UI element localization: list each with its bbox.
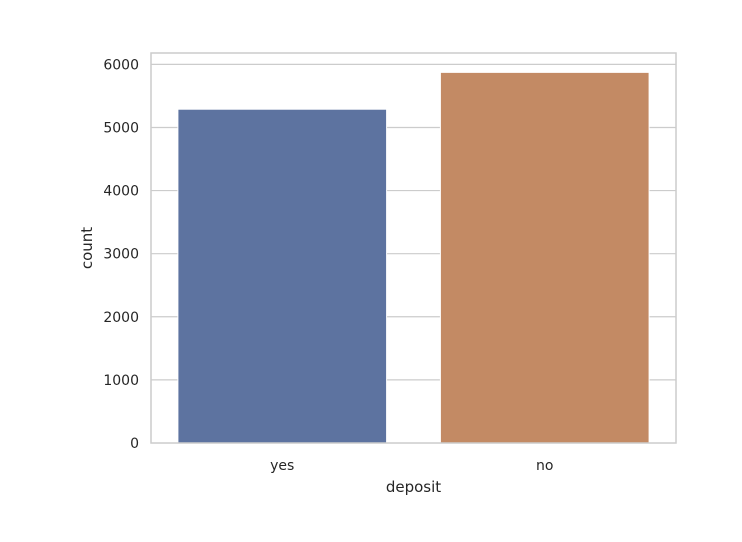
plot-area	[150, 52, 677, 444]
y-tick-labels: 0 1000 2000 3000 4000 5000 6000	[103, 57, 139, 452]
x-axis-label: deposit	[386, 478, 441, 496]
y-tick-label: 2000	[103, 310, 139, 326]
y-tick-label: 4000	[103, 184, 139, 200]
y-tick-label: 5000	[103, 120, 139, 136]
y-tick-label: 1000	[103, 373, 139, 389]
x-tick-label: yes	[270, 458, 294, 474]
x-tick-labels: yes no	[270, 458, 553, 474]
y-tick-label: 6000	[103, 57, 139, 73]
y-tick-label: 3000	[103, 247, 139, 263]
x-tick-label: no	[536, 458, 553, 474]
y-axis-label: count	[78, 227, 96, 269]
bar-yes	[177, 108, 388, 444]
bars	[177, 71, 650, 444]
plot-frame	[150, 52, 677, 444]
bar-no	[439, 71, 650, 444]
y-tick-label: 0	[130, 436, 139, 452]
